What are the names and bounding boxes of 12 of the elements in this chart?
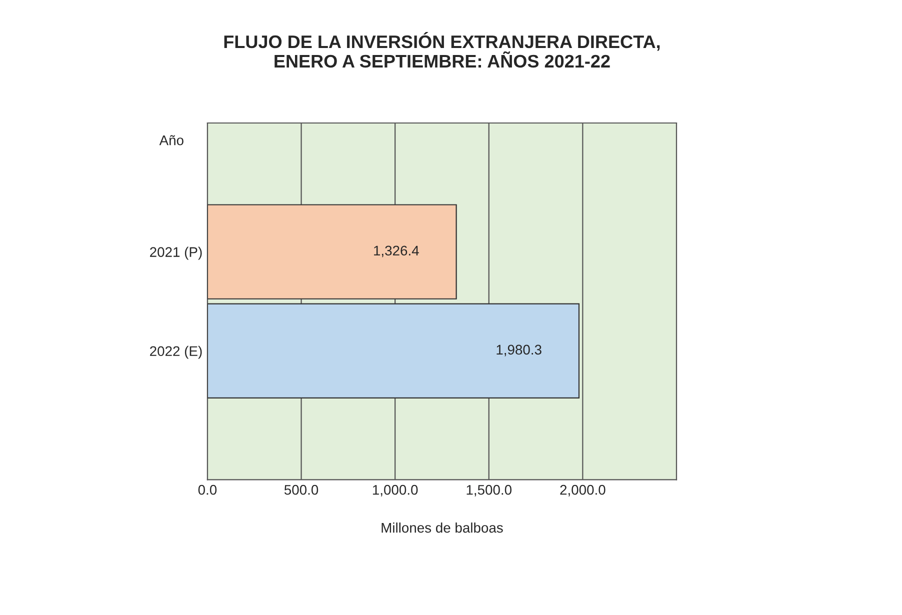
x-tick-label: 1,000.0 (372, 484, 418, 496)
y-tick-label: 2022 (E) (150, 346, 202, 359)
y-tick-label: 2021 (P) (150, 246, 202, 260)
x-axis-title: Millones de balboas (382, 522, 503, 533)
data-label: 1,326.4 (374, 246, 419, 258)
x-tick-label: 0.0 (198, 484, 217, 495)
data-label: 1,980.3 (496, 344, 542, 356)
x-tick-label: 1,500.0 (466, 484, 512, 496)
y-axis-title: Año (159, 135, 184, 146)
x-tick-label: 2,000.0 (560, 484, 606, 496)
x-tick-label: 500.0 (284, 484, 318, 495)
chart-title: FLUJO DE LA INVERSIÓN EXTRANJERA DIRECTA, ENERO A SEPTIEMBRE: AÑOS 2021-22 (224, 32, 660, 68)
